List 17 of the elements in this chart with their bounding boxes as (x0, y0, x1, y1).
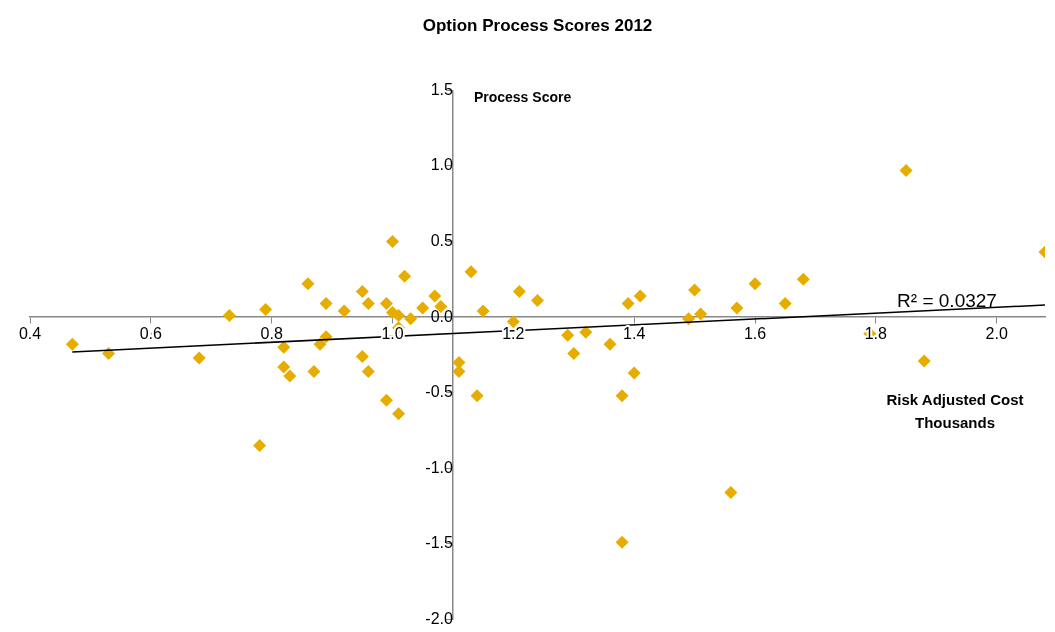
x-tick-label: 2.0 (985, 324, 1008, 342)
x-axis-title: Risk Adjusted Cost Thousands (886, 391, 1024, 432)
annotation: R² = 0.0327 (897, 290, 997, 312)
y-tick-label: -1.5 (425, 534, 454, 552)
y-tick-label: -0.5 (425, 383, 454, 401)
y-tick-label: 0.0 (430, 307, 454, 325)
x-tick-label: 1.6 (743, 324, 767, 342)
y-tick-label: -2.0 (425, 609, 454, 627)
y-tick-label: 1.5 (430, 80, 454, 98)
chart-title: Option Process Scores 2012 (422, 15, 653, 35)
y-tick-label: -1.0 (425, 458, 454, 476)
x-tick-label: 1.4 (623, 324, 646, 342)
y-tick-label: 1.0 (430, 156, 454, 174)
y-axis-title: Process Score (473, 89, 572, 106)
y-tick-label: 0.5 (430, 231, 454, 249)
x-tick-label: 0.8 (260, 324, 283, 342)
x-tick-label: 0.4 (18, 324, 42, 342)
